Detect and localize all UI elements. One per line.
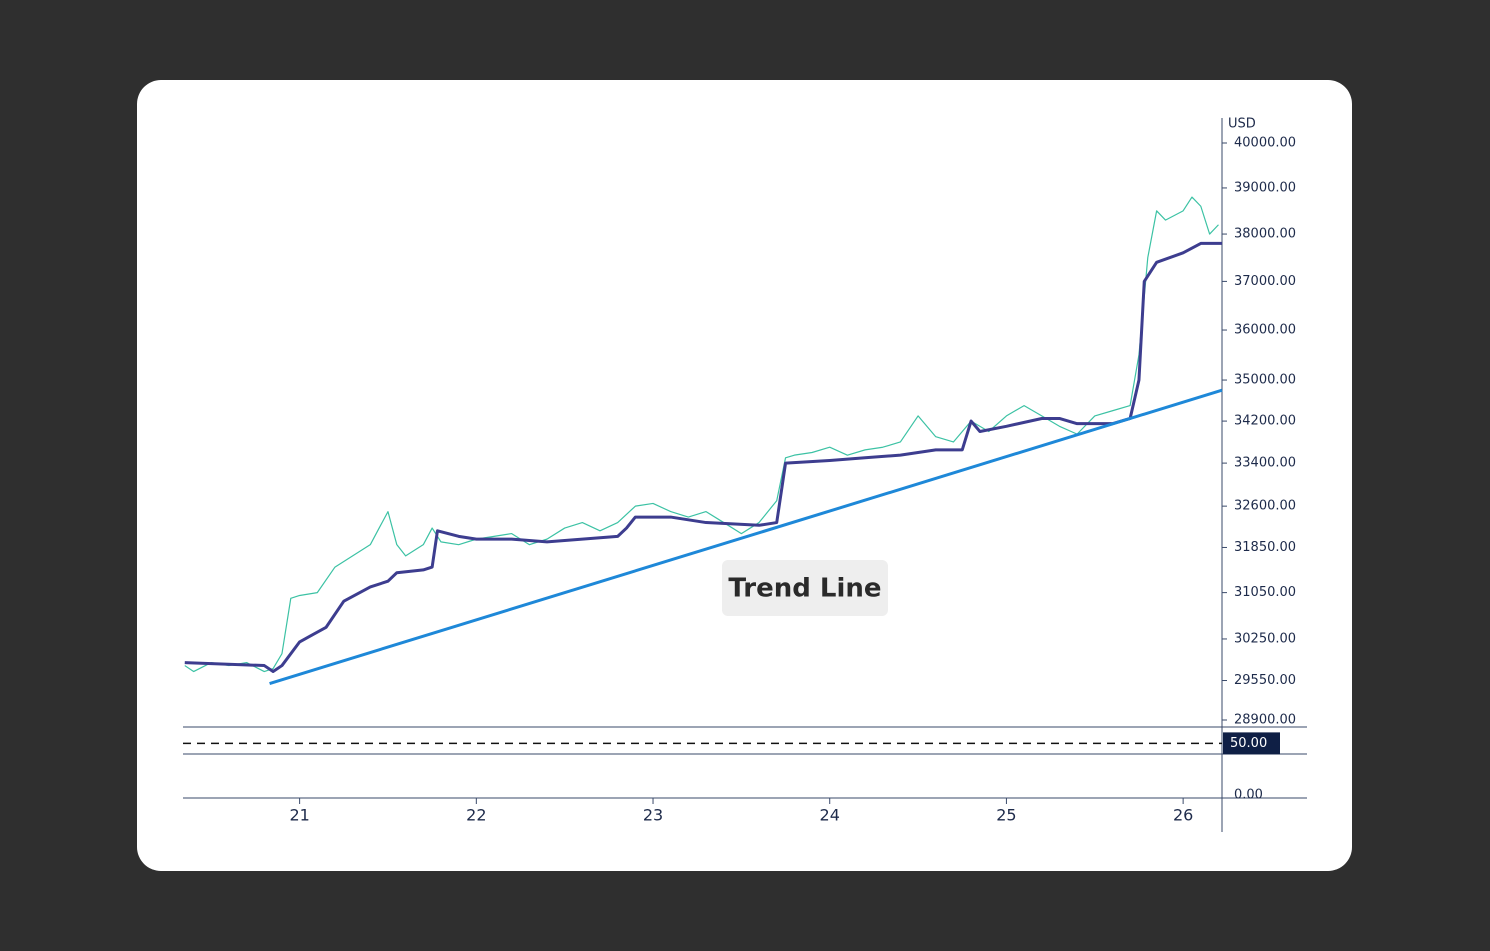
annotation: Trend Line — [728, 574, 881, 604]
y-tick-label: 40000.00 — [1234, 136, 1296, 151]
level-badge — [1223, 732, 1280, 755]
y-tick-label: 35000.00 — [1234, 373, 1296, 388]
x-tick-label: 26 — [1173, 806, 1193, 825]
y-tick-label: 34200.00 — [1234, 414, 1296, 429]
annotation-box — [722, 560, 888, 616]
y-tick-label: 30250.00 — [1234, 631, 1296, 646]
x-tick-label: 21 — [289, 806, 309, 825]
series-line — [184, 196, 1219, 673]
y-tick-label: 31050.00 — [1234, 585, 1296, 600]
card — [137, 80, 1352, 871]
series-line — [184, 241, 1222, 674]
x-tick-label: 22 — [466, 806, 486, 825]
y-tick-label: 39000.00 — [1234, 180, 1296, 195]
y-tick-label: 36000.00 — [1234, 323, 1296, 338]
y-tick-label: 31850.00 — [1234, 540, 1296, 555]
y-unit: USD — [1228, 117, 1256, 132]
x-tick-label: 25 — [996, 806, 1016, 825]
x-tick-label: 23 — [643, 806, 663, 825]
y-tick-label: 38000.00 — [1234, 227, 1296, 242]
y-tick-label: 0.00 — [1234, 788, 1263, 803]
y-tick-label: 32600.00 — [1234, 499, 1296, 514]
y-tick-label: 33400.00 — [1234, 456, 1296, 471]
y-tick-label: 29550.00 — [1234, 673, 1296, 688]
y-tick-label: 50.00 — [1230, 736, 1267, 751]
y-tick-label: 37000.00 — [1234, 274, 1296, 289]
x-tick-label: 24 — [820, 806, 840, 825]
series-line — [269, 388, 1223, 685]
y-tick-label: 28900.00 — [1234, 713, 1296, 728]
